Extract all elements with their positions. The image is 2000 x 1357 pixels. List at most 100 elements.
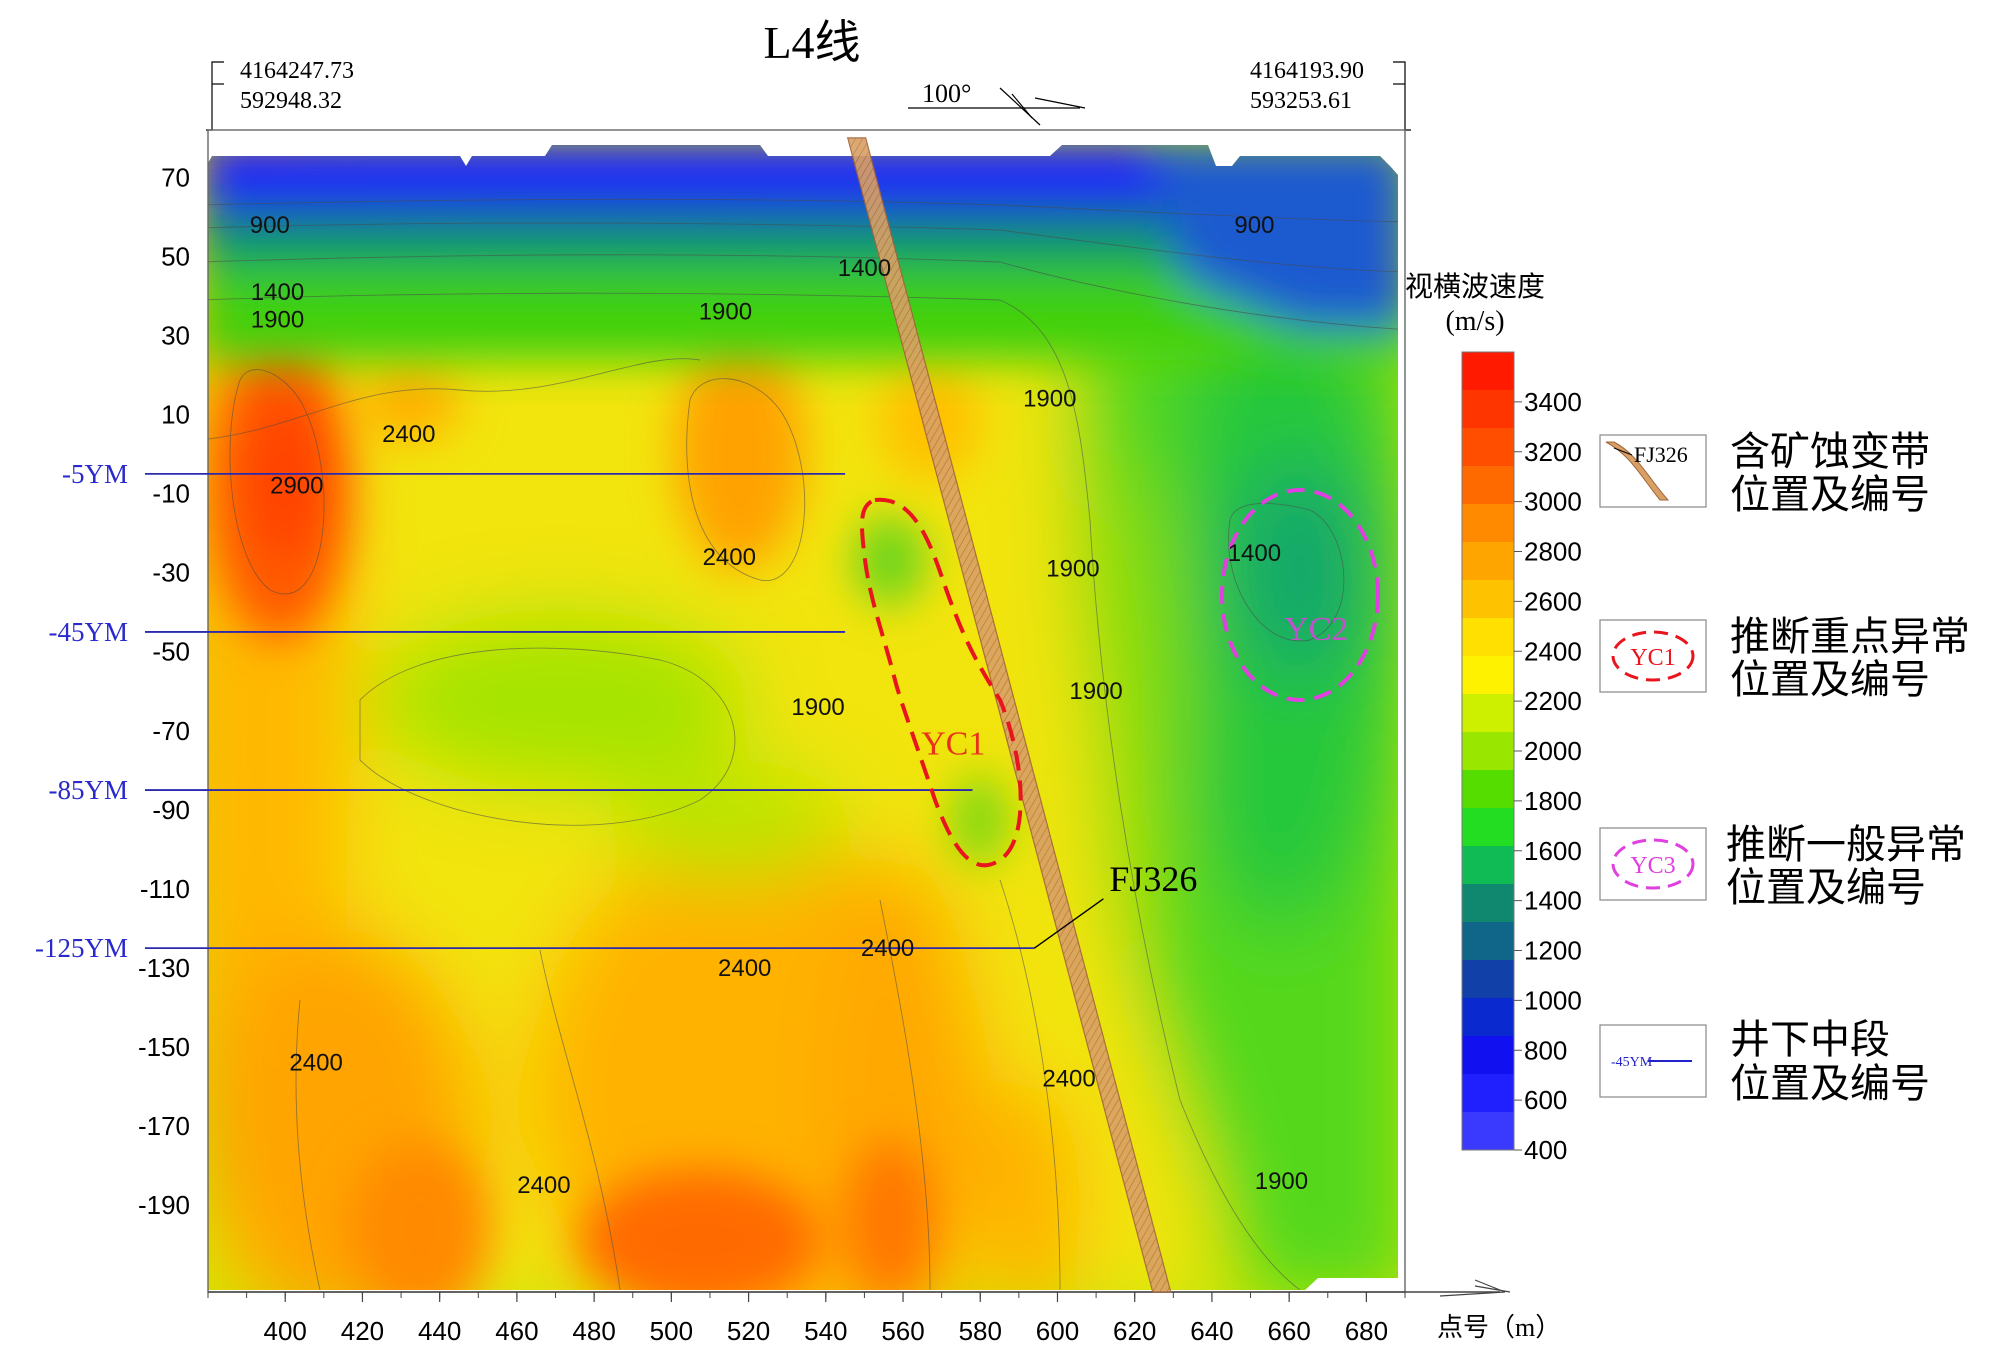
colorbar-tick-label: 2200 xyxy=(1524,686,1582,716)
legend-fault-swatch xyxy=(1605,441,1670,501)
legend-level-line2: 位置及编号 xyxy=(1730,1061,1930,1106)
x-tick-label: 440 xyxy=(418,1316,461,1346)
colorbar-swatch xyxy=(1462,390,1514,429)
chart-title: L4线 xyxy=(763,17,860,68)
colorbar-swatch xyxy=(1462,732,1514,771)
contour-label: 900 xyxy=(1234,212,1274,239)
legend-fault-line2: 位置及编号 xyxy=(1730,472,1930,517)
legend-fault-line1: 含矿蚀变带 xyxy=(1730,429,1930,474)
legend-key-anomaly-line1: 推断重点异常 xyxy=(1730,614,1970,659)
legend: FJ326 含矿蚀变带 位置及编号 YC1 推断重点异常 位置及编号 YC3 推… xyxy=(1599,429,1970,1106)
colorbar-ticks: 3400 3200 3000 2800 2600 2400 2200 2000 1800 1600… xyxy=(1514,387,1582,1165)
y-tick-label: -70 xyxy=(152,716,190,746)
legend-general-anomaly-sample: YC3 xyxy=(1630,853,1675,879)
contour-label: 1900 xyxy=(1023,386,1076,413)
colorbar-swatch xyxy=(1462,922,1514,961)
contour-label: 2400 xyxy=(289,1050,342,1077)
colorbar-tick-label: 1800 xyxy=(1524,786,1582,816)
coord-right-east: 593253.61 xyxy=(1250,88,1352,114)
x-tick-label: 580 xyxy=(959,1316,1002,1346)
contour-label: 2400 xyxy=(861,935,914,962)
colorbar-swatch xyxy=(1462,466,1514,505)
colorbar-tick-label: 3000 xyxy=(1524,487,1582,517)
level-label: -125YM xyxy=(35,933,128,963)
y-tick-label: 70 xyxy=(161,162,190,192)
y-tick-label: -10 xyxy=(152,479,190,509)
coord-left-east: 592948.32 xyxy=(240,88,342,114)
colorbar xyxy=(1462,352,1514,1151)
colorbar-swatch xyxy=(1462,846,1514,885)
anomaly-yc2-outline xyxy=(1220,488,1380,702)
colorbar-swatch xyxy=(1462,428,1514,467)
x-tick-label: 640 xyxy=(1190,1316,1233,1346)
colorbar-unit: (m/s) xyxy=(1445,306,1504,337)
colorbar-swatch xyxy=(1462,960,1514,999)
coordinate-annotations xyxy=(206,61,1411,131)
y-tick-label: 50 xyxy=(161,241,190,271)
x-tick-label: 560 xyxy=(881,1316,924,1346)
contour-label: 1900 xyxy=(791,694,844,721)
colorbar-swatch xyxy=(1462,998,1514,1037)
contour-label: 2400 xyxy=(382,421,435,448)
colorbar-swatch xyxy=(1462,770,1514,809)
fault-zone-fj326 xyxy=(846,137,1172,1293)
colorbar-tick-label: 3400 xyxy=(1524,387,1582,417)
colorbar-swatch xyxy=(1462,1112,1514,1151)
colorbar-swatch xyxy=(1462,884,1514,923)
y-tick-label: -50 xyxy=(152,637,190,667)
y-tick-label: -110 xyxy=(140,874,190,904)
colorbar-swatch xyxy=(1462,542,1514,581)
contour-label: 1900 xyxy=(1069,678,1122,705)
y-tick-label: -90 xyxy=(152,795,190,825)
y-tick-label: -190 xyxy=(138,1190,190,1220)
colorbar-swatch xyxy=(1462,618,1514,657)
contour-label: 900 xyxy=(250,212,290,239)
x-tick-label: 420 xyxy=(341,1316,384,1346)
x-tick-label: 520 xyxy=(727,1316,770,1346)
colorbar-tick-label: 800 xyxy=(1524,1035,1567,1065)
azimuth-label: 100° xyxy=(922,79,971,108)
contour-label: 2400 xyxy=(718,955,771,982)
colorbar-title: 视横波速度 xyxy=(1405,271,1545,303)
colorbar-tick-label: 1400 xyxy=(1524,886,1582,916)
x-axis-ticks: 400 420 440 460 480 500 520 540 560 580 600 620 640 6… xyxy=(207,1292,1406,1346)
anomaly-label: YC2 xyxy=(1284,611,1348,648)
contour-label: 1900 xyxy=(699,299,752,326)
colorbar-tick-label: 2800 xyxy=(1524,537,1582,567)
x-tick-label: 600 xyxy=(1036,1316,1079,1346)
anomaly-yc1-outline xyxy=(860,497,1023,868)
coord-left-north: 4164247.73 xyxy=(240,58,354,84)
colorbar-swatch xyxy=(1462,808,1514,847)
contour-label: 1400 xyxy=(1228,540,1281,567)
colorbar-swatch xyxy=(1462,694,1514,733)
fault-label: FJ326 xyxy=(1109,859,1197,899)
mining-levels: -5YM -45YM -85YM -125YM xyxy=(35,459,1035,963)
colorbar-swatch xyxy=(1462,352,1514,391)
y-tick-label: -150 xyxy=(138,1032,190,1062)
coord-right-north: 4164193.90 xyxy=(1250,58,1364,84)
legend-key-anomaly-line2: 位置及编号 xyxy=(1730,657,1930,702)
x-tick-label: 480 xyxy=(572,1316,615,1346)
colorbar-tick-label: 1200 xyxy=(1524,936,1582,966)
legend-general-anomaly-line2: 位置及编号 xyxy=(1726,865,1926,910)
contour-label: 1900 xyxy=(1046,556,1099,583)
legend-general-anomaly-line1: 推断一般异常 xyxy=(1726,822,1966,867)
legend-fault-sample: FJ326 xyxy=(1634,442,1688,467)
colorbar-tick-label: 1600 xyxy=(1524,836,1582,866)
contour-labels: 9001400190024002900190014009002400190019… xyxy=(250,212,1308,1199)
x-axis-unit-label: 点号（m） xyxy=(1437,1313,1561,1342)
colorbar-swatch xyxy=(1462,504,1514,543)
level-label: -45YM xyxy=(49,617,129,647)
x-tick-label: 680 xyxy=(1345,1316,1388,1346)
colorbar-swatch xyxy=(1462,1074,1514,1113)
anomaly-label: YC1 xyxy=(921,725,985,762)
colorbar-tick-label: 600 xyxy=(1524,1085,1567,1115)
colorbar-tick-label: 2600 xyxy=(1524,586,1582,616)
y-tick-label: 10 xyxy=(161,400,190,430)
x-tick-label: 660 xyxy=(1267,1316,1310,1346)
legend-level-sample: -45YM xyxy=(1611,1055,1653,1070)
legend-key-anomaly-sample: YC1 xyxy=(1630,645,1675,671)
y-tick-label: 30 xyxy=(161,321,190,351)
colorbar-tick-label: 400 xyxy=(1524,1135,1567,1165)
colorbar-swatch xyxy=(1462,656,1514,695)
